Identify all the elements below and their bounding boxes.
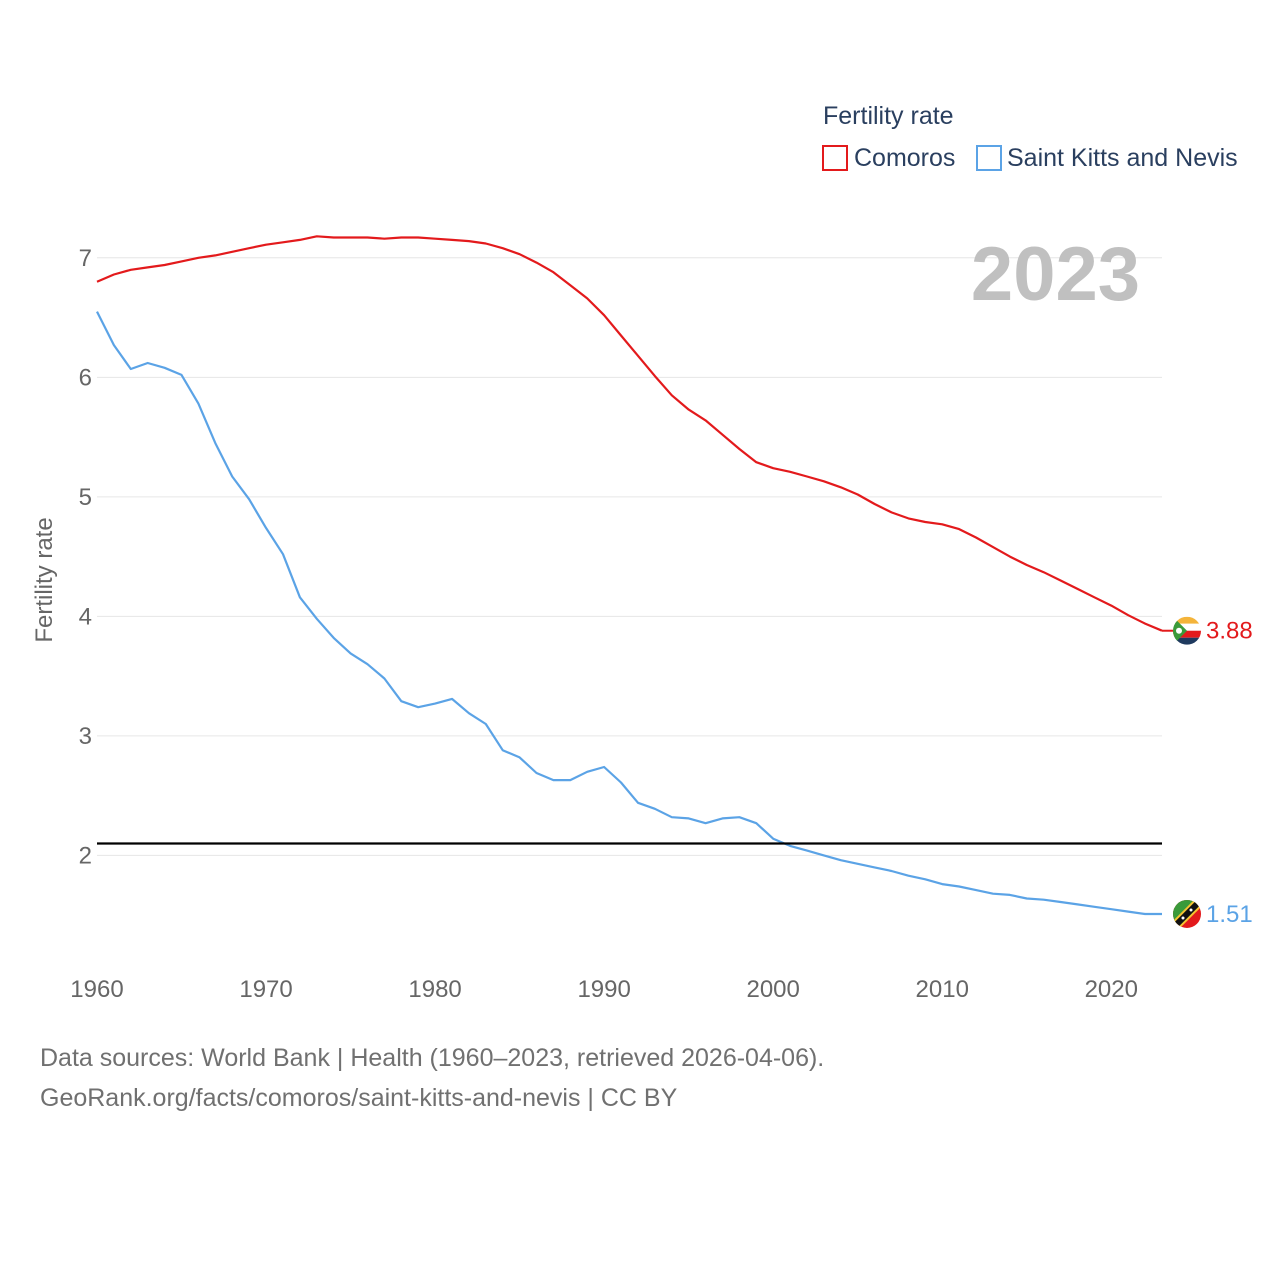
series-line-comoros[interactable] xyxy=(96,235,1163,632)
series-lines xyxy=(96,235,1163,916)
x-tick-label: 2010 xyxy=(916,976,969,1003)
source-link[interactable]: GeoRank.org/facts/comoros/saint-kitts-an… xyxy=(40,1084,678,1112)
y-tick-label: 3 xyxy=(79,723,92,750)
legend-label-saint-kitts-and-nevis[interactable]: Saint Kitts and Nevis xyxy=(1007,144,1238,172)
legend-swatch-comoros[interactable] xyxy=(822,145,848,171)
y-tick-label: 7 xyxy=(79,245,92,272)
legend-title: Fertility rate xyxy=(823,102,954,130)
legend-label-comoros[interactable]: Comoros xyxy=(854,144,955,172)
y-tick-label: 2 xyxy=(79,842,92,869)
y-axis-ticks: 2 3 4 5 6 7 xyxy=(79,245,92,870)
x-tick-label: 1960 xyxy=(70,976,123,1003)
y-tick-label: 5 xyxy=(79,484,92,511)
x-axis-ticks: 1960 1970 1980 1990 2000 2010 2020 xyxy=(70,976,1138,1003)
end-label-comoros: 3.88 xyxy=(1206,618,1253,645)
series-line-saint-kitts-and-nevis[interactable] xyxy=(96,311,1162,916)
y-axis-label: Fertility rate xyxy=(31,517,58,642)
legend: Fertility rate Comoros Saint Kitts and N… xyxy=(822,102,1238,172)
data-source-note: Data sources: World Bank | Health (1960–… xyxy=(40,1044,825,1072)
x-tick-label: 2000 xyxy=(746,976,799,1003)
x-tick-label: 1990 xyxy=(577,976,630,1003)
comoros-flag-icon xyxy=(1173,616,1201,645)
y-tick-label: 4 xyxy=(79,603,92,630)
end-label-saint-kitts-and-nevis: 1.51 xyxy=(1206,901,1253,928)
x-tick-label: 1980 xyxy=(408,976,461,1003)
legend-swatch-saint-kitts-and-nevis[interactable] xyxy=(976,145,1002,171)
x-tick-label: 1970 xyxy=(239,976,292,1003)
x-tick-label: 2020 xyxy=(1085,976,1138,1003)
y-tick-label: 6 xyxy=(79,364,92,391)
saint-kitts-and-nevis-flag-icon xyxy=(1173,899,1201,928)
year-label: 2023 xyxy=(971,232,1140,317)
gridlines xyxy=(97,257,1162,856)
end-markers: 3.88 1.51 xyxy=(1162,616,1253,928)
